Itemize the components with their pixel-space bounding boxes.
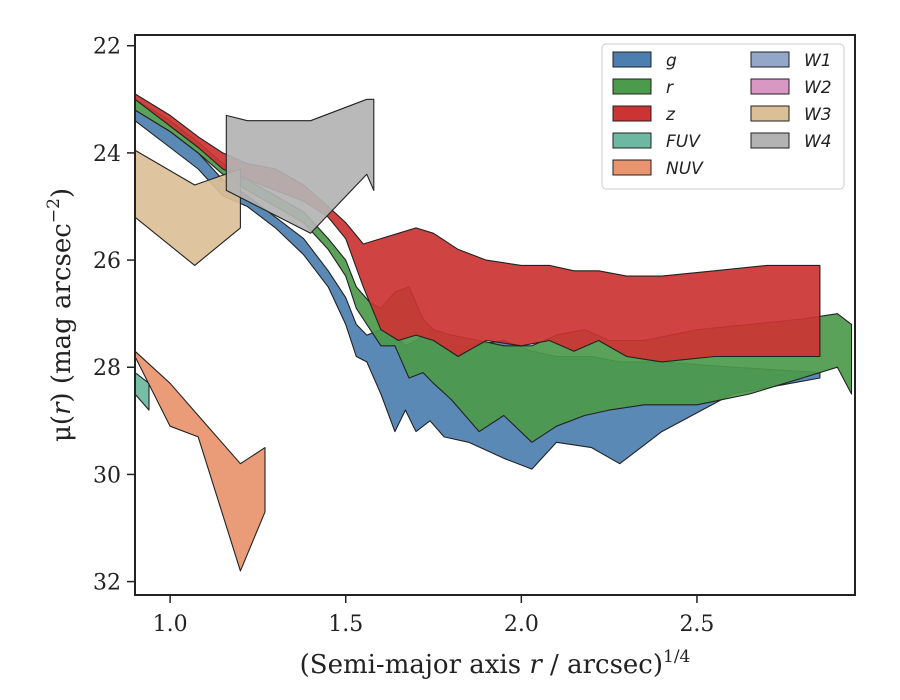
- legend-swatch: [750, 132, 790, 149]
- legend-item-g: g: [612, 51, 677, 71]
- x-tick-label: 2.0: [504, 612, 539, 637]
- band-w3: [135, 149, 241, 266]
- band-w4: [225, 98, 375, 234]
- legend-label: W2: [804, 78, 832, 98]
- legend-swatch: [612, 159, 652, 176]
- legend-swatch: [750, 105, 790, 122]
- x-tick-label: 2.5: [679, 612, 714, 637]
- x-tick-label: 1.0: [153, 612, 188, 637]
- band-z: [135, 93, 821, 363]
- legend-item-w4: W4: [750, 132, 832, 152]
- legend-label: z: [665, 105, 676, 125]
- y-tick-label: 26: [93, 249, 121, 274]
- legend-item-z: z: [612, 105, 676, 125]
- legend-label: FUV: [666, 132, 701, 152]
- legend-swatch: [612, 132, 652, 149]
- y-tick-label: 32: [93, 571, 121, 596]
- legend-label: r: [666, 78, 674, 98]
- series-bands: [135, 93, 853, 572]
- band-nuv: [135, 350, 266, 572]
- legend-label: NUV: [666, 159, 704, 179]
- axis-ticks: 1.0 1.5 2.0 2.5 22 24 26 28 30 32: [93, 35, 714, 637]
- legend-label: g: [666, 51, 677, 71]
- y-axis-label: μ(r) (mag arcsec−2): [44, 188, 77, 442]
- legend-label: W3: [804, 105, 832, 125]
- legend-swatch: [612, 105, 652, 122]
- y-tick-label: 30: [93, 463, 121, 488]
- legend-item-w1: W1: [750, 51, 832, 71]
- legend-swatch: [750, 51, 790, 68]
- legend-item-w3: W3: [750, 105, 832, 125]
- legend-item-fuv: FUV: [612, 132, 701, 152]
- legend-item-r: r: [612, 78, 674, 98]
- legend-entries: grz FUV NUV W1 W2 W3 W4: [612, 51, 832, 179]
- legend-item-nuv: NUV: [612, 159, 704, 179]
- legend-label: W4: [804, 132, 832, 152]
- legend-swatch: [612, 51, 652, 68]
- y-tick-label: 24: [93, 142, 121, 167]
- legend-item-w2: W2: [750, 78, 832, 98]
- y-tick-label: 28: [93, 356, 121, 381]
- y-tick-label: 22: [93, 35, 121, 60]
- plot-frame: [134, 34, 856, 596]
- legend-swatch: [750, 78, 790, 95]
- band-fuv: [135, 372, 150, 411]
- legend: grz FUV NUV W1 W2 W3 W4: [601, 43, 845, 190]
- legend-swatch: [612, 78, 652, 95]
- legend-label: W1: [804, 51, 832, 71]
- x-axis-label: (Semi-major axis r / arcsec)1/4: [300, 647, 691, 680]
- x-tick-label: 1.5: [328, 612, 363, 637]
